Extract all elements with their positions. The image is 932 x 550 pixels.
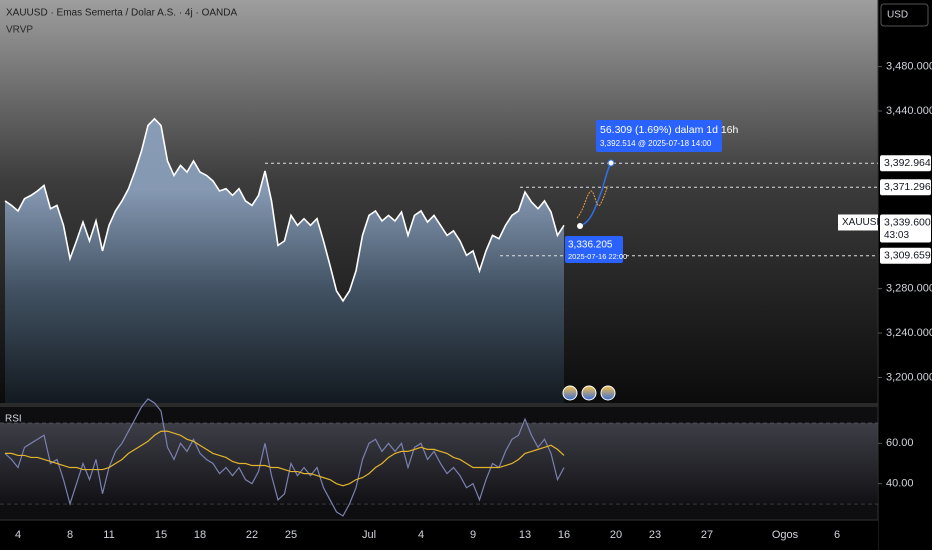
x-tick-label: 25 <box>285 529 297 541</box>
currency-label: USD <box>887 10 908 21</box>
point-time: 2025-07-16 22:00 <box>568 252 627 261</box>
x-tick-label: 9 <box>470 529 476 541</box>
x-tick-label: 4 <box>418 529 424 541</box>
x-tick-label: 6 <box>834 529 840 541</box>
x-tick-label: Jul <box>362 529 376 541</box>
x-tick-label: 27 <box>701 529 713 541</box>
y-tick-label: 3,440.000 <box>886 105 932 117</box>
event-icon[interactable] <box>600 385 616 401</box>
point-price: 3,336.205 <box>568 240 613 251</box>
event-icon[interactable] <box>581 385 597 401</box>
currency-button[interactable] <box>880 3 929 27</box>
x-tick-label: 23 <box>649 529 661 541</box>
x-tick-label: Ogos <box>772 529 799 541</box>
rsi-line <box>4 398 565 517</box>
x-tick-label: 20 <box>610 529 622 541</box>
point-box <box>565 236 623 263</box>
event-icon[interactable] <box>562 385 578 401</box>
projection-curve <box>579 162 612 227</box>
symbol-box <box>838 214 878 231</box>
projection-box <box>596 120 722 152</box>
rsi-title: RSI <box>5 414 22 425</box>
price-label: 3,392.964 <box>884 157 931 169</box>
price-area <box>5 118 564 403</box>
time-axis <box>0 520 878 550</box>
x-tick-label: 13 <box>519 529 531 541</box>
chart-title: XAUUSD · Emas Semerta / Dolar A.S. · 4j … <box>6 8 237 19</box>
y-tick-label: 3,200.000 <box>886 371 932 383</box>
y-tick-label: 3,480.000 <box>886 61 932 73</box>
y-tick-label: 3,240.000 <box>886 327 932 339</box>
pane-separator <box>0 403 932 407</box>
projection-detail: 3,392.514 @ 2025-07-18 14:00 <box>600 139 712 148</box>
y-tick-label: 40.00 <box>886 478 914 490</box>
rsi-line <box>5 430 565 487</box>
price-axis <box>878 0 932 550</box>
countdown: 43:03 <box>884 230 909 241</box>
projection-point <box>607 159 615 167</box>
x-tick-label: 11 <box>103 529 114 541</box>
y-tick-label: 3,280.000 <box>886 283 932 295</box>
indicator-label: VRVP <box>6 25 33 36</box>
plot <box>0 117 878 517</box>
last-price-label: 3,339.600 <box>884 216 931 228</box>
x-tick-label: 18 <box>194 529 206 541</box>
symbol-label: XAUUSD <box>842 217 884 228</box>
x-tick-label: 22 <box>246 529 258 541</box>
price-label: 3,309.659 <box>884 250 931 262</box>
projection-alt <box>576 185 609 219</box>
projection-text: 56.309 (1.69%) dalam 1d 16h <box>600 124 739 136</box>
level-band <box>0 423 878 504</box>
price-label: 3,371.296 <box>884 181 931 193</box>
anchor-point <box>577 223 583 229</box>
price-label-box <box>880 247 931 264</box>
price-label-box <box>880 155 931 172</box>
x-tick-label: 16 <box>558 529 570 541</box>
y-tick-label: 60.00 <box>886 437 914 449</box>
price-line <box>4 117 565 303</box>
price-label-box <box>880 179 931 196</box>
last-price-box <box>880 214 931 243</box>
x-tick-label: 4 <box>15 529 21 541</box>
x-tick-label: 8 <box>67 529 73 541</box>
x-tick-label: 15 <box>155 529 167 541</box>
